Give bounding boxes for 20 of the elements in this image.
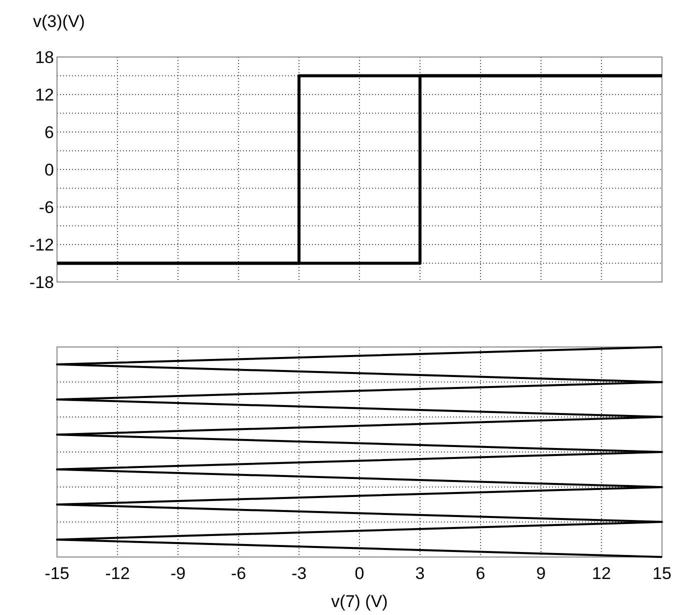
x-tick-label: 12 — [592, 564, 611, 583]
x-tick-label: -6 — [230, 564, 246, 583]
x-tick-label: 0 — [354, 564, 364, 583]
x-tick-label: -9 — [170, 564, 186, 583]
x-tick-label: 15 — [652, 564, 672, 583]
x-tick-label: -15 — [44, 564, 70, 583]
y-tick-label: 0 — [44, 160, 54, 180]
x-tick-label: 9 — [536, 564, 546, 583]
y-tick-label: 12 — [35, 85, 54, 104]
x-tick-label: -12 — [105, 564, 130, 583]
x-axis-title: v(7) (V) — [331, 592, 388, 611]
x-tick-label: -3 — [291, 564, 307, 583]
y-tick-label: -18 — [29, 272, 54, 292]
y-tick-label: 6 — [44, 122, 54, 142]
y-tick-label: 18 — [35, 48, 54, 67]
y-axis-title: v(3)(V) — [33, 12, 85, 31]
x-tick-label: 6 — [476, 564, 486, 583]
x-tick-label: 3 — [415, 564, 425, 583]
y-tick-label: -6 — [38, 198, 54, 217]
y-tick-label: -12 — [29, 235, 54, 254]
